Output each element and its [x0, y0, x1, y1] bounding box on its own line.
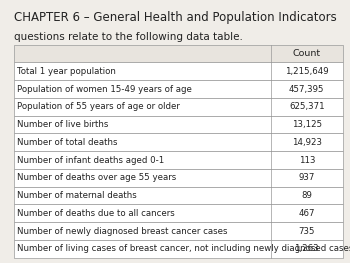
Text: 457,395: 457,395	[289, 85, 324, 94]
Text: 937: 937	[299, 173, 315, 182]
FancyBboxPatch shape	[14, 205, 343, 222]
FancyBboxPatch shape	[14, 222, 343, 240]
FancyBboxPatch shape	[14, 116, 343, 134]
Text: 1,263: 1,263	[294, 244, 319, 253]
Text: 89: 89	[301, 191, 312, 200]
Text: Population of women 15-49 years of age: Population of women 15-49 years of age	[17, 85, 192, 94]
FancyBboxPatch shape	[14, 169, 343, 187]
Text: Number of maternal deaths: Number of maternal deaths	[17, 191, 136, 200]
Text: 113: 113	[299, 156, 315, 165]
FancyBboxPatch shape	[14, 45, 343, 63]
Text: Number of infant deaths aged 0-1: Number of infant deaths aged 0-1	[17, 156, 164, 165]
FancyBboxPatch shape	[14, 240, 343, 258]
FancyBboxPatch shape	[14, 134, 343, 151]
Text: 467: 467	[299, 209, 315, 218]
Text: 735: 735	[299, 227, 315, 236]
Text: CHAPTER 6 – General Health and Population Indicators: CHAPTER 6 – General Health and Populatio…	[14, 11, 336, 23]
FancyBboxPatch shape	[14, 80, 343, 98]
Text: Count: Count	[293, 49, 321, 58]
FancyBboxPatch shape	[14, 98, 343, 116]
Text: 625,371: 625,371	[289, 102, 324, 111]
Text: Population of 55 years of age or older: Population of 55 years of age or older	[17, 102, 180, 111]
Text: Number of live births: Number of live births	[17, 120, 108, 129]
FancyBboxPatch shape	[14, 63, 343, 80]
Text: 1,215,649: 1,215,649	[285, 67, 329, 76]
Text: Total 1 year population: Total 1 year population	[17, 67, 116, 76]
Text: Number of total deaths: Number of total deaths	[17, 138, 117, 147]
FancyBboxPatch shape	[14, 187, 343, 205]
Text: Number of living cases of breast cancer, not including newly diagnosed cases: Number of living cases of breast cancer,…	[17, 244, 350, 253]
Text: Number of deaths due to all cancers: Number of deaths due to all cancers	[17, 209, 175, 218]
Text: Number of deaths over age 55 years: Number of deaths over age 55 years	[17, 173, 176, 182]
Text: 13,125: 13,125	[292, 120, 322, 129]
Text: 14,923: 14,923	[292, 138, 322, 147]
Text: questions relate to the following data table.: questions relate to the following data t…	[14, 32, 243, 42]
FancyBboxPatch shape	[14, 151, 343, 169]
Text: Number of newly diagnosed breast cancer cases: Number of newly diagnosed breast cancer …	[17, 227, 227, 236]
